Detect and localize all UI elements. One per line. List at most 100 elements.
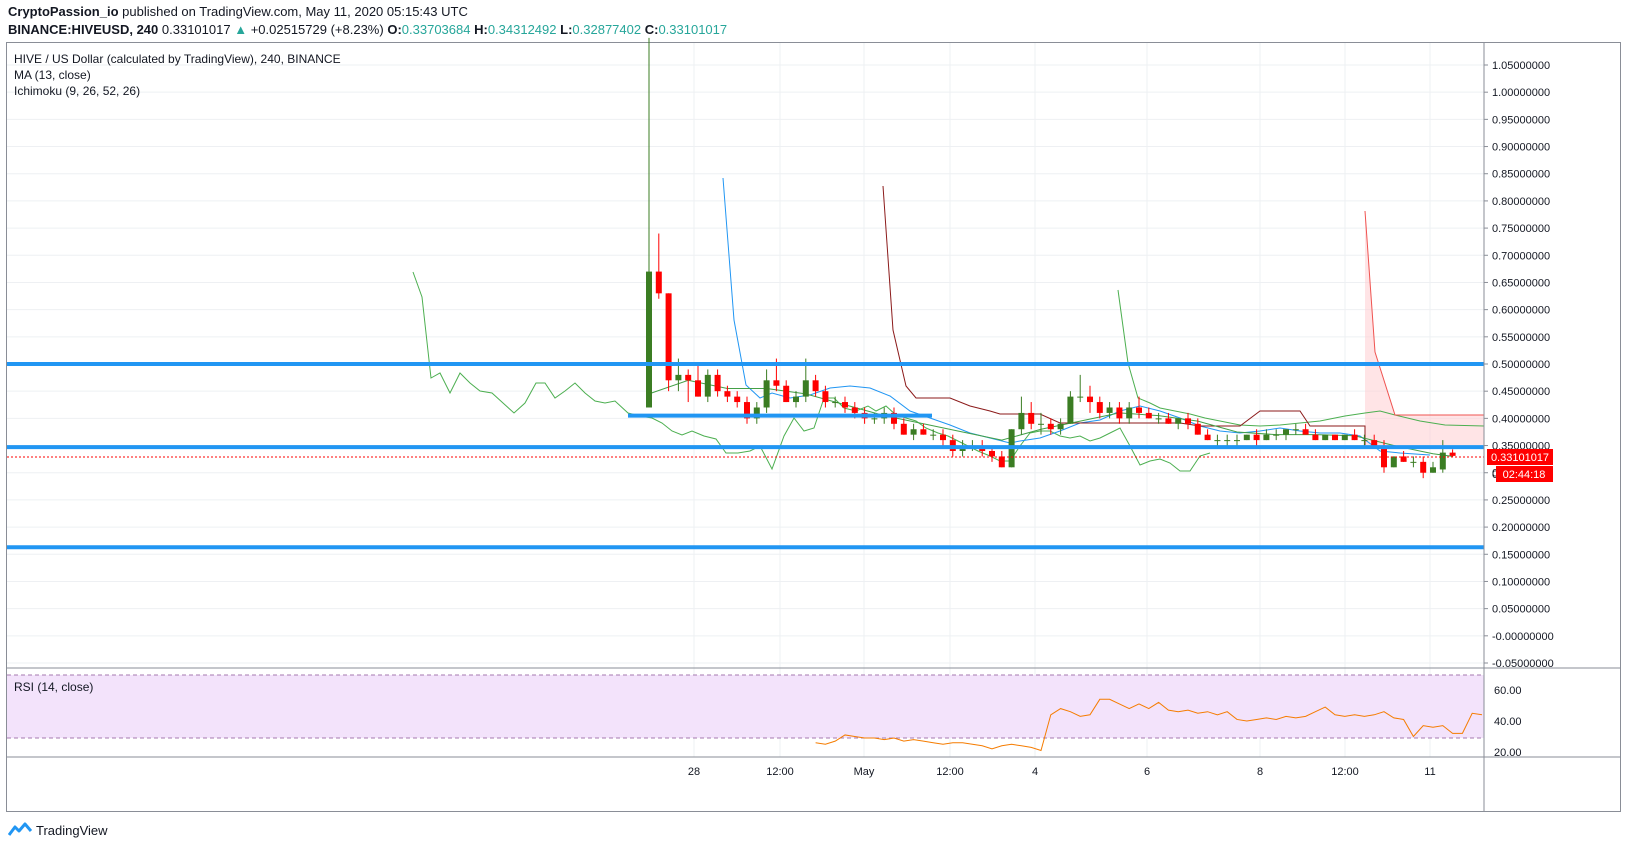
candle-body [1204,434,1211,441]
candle-body [646,271,652,408]
candles [646,37,1456,479]
candle-body [1214,440,1221,442]
candle-body [1439,452,1446,470]
candle-body [1332,434,1338,441]
price-tick-label: 1.00000000 [1492,87,1550,99]
tradingview-logo-icon [8,822,32,836]
footer-brand[interactable]: TradingView [8,822,108,838]
high-value: 0.34312492 [487,22,557,37]
time-tick-label: May [854,766,875,778]
candle-body [940,434,946,441]
candle-body [910,429,917,435]
close-value: 0.33101017 [658,22,728,37]
legend-rsi: RSI (14, close) [14,680,93,694]
price-tick-label: 0.10000000 [1492,576,1550,588]
ichimoku-senkou-b-line [1364,210,1484,416]
up-arrow-icon: ▲ [234,22,248,37]
candle-body [1283,429,1289,435]
time-axis: 28 12:00 May 12:00 4 6 8 12:00 11 [688,766,1436,778]
countdown-tag-text: 02:44:18 [1503,469,1546,481]
candle-body [753,407,760,419]
candle-body [851,407,858,413]
candle-body [1018,412,1025,430]
candle-body [1126,407,1133,419]
price-tick-label: 0.70000000 [1492,250,1550,262]
ichimoku-cloud [1365,211,1484,445]
time-tick-label: 8 [1257,766,1263,778]
candle-body [1057,423,1064,430]
candle-body [773,380,780,386]
candle-body [1449,452,1456,456]
published-text: published on TradingView.com, May 11, 20… [122,4,468,19]
candle-body [1194,423,1201,435]
price-tick-label: 0.45000000 [1492,386,1550,398]
price-tick-label: -0.05000000 [1492,658,1554,670]
candle-body [1400,456,1407,462]
candle-body [1263,434,1270,441]
candle-body [714,374,721,392]
price-change: +0.02515729 (+8.23%) [250,22,384,37]
candle-body [665,293,672,381]
candle-body [1243,434,1250,441]
candle-body [1234,440,1240,442]
candle-body [655,271,662,294]
price-tick-label: 0.40000000 [1492,413,1550,425]
time-tick-label: 28 [688,766,700,778]
rsi-axis: 60.00 40.00 20.00 [1494,685,1522,759]
price-tick-label: 0.50000000 [1492,359,1550,371]
open-label: O: [387,22,402,37]
candle-body [1165,418,1172,424]
candle-body [793,396,799,403]
chart-frame[interactable] [6,42,1621,812]
candle-body [1312,434,1319,441]
candle-body [1087,396,1093,403]
candle-body [734,396,741,403]
candle-body [1155,418,1162,420]
candle-body [891,412,897,424]
legend-title: HIVE / US Dollar (calculated by TradingV… [14,52,341,66]
high-label: H: [474,22,488,37]
candle-body [900,423,907,435]
ichimoku-leading-line [1117,289,1485,427]
rsi-tick-label: 60.00 [1494,685,1522,697]
candle-body [832,402,839,404]
candle-body [802,380,809,397]
candle-body [1322,434,1329,441]
price-axis: 1.05000000 1.00000000 0.95000000 0.90000000… [1484,60,1554,670]
price-tick-label: 0.85000000 [1492,169,1550,181]
current-price-tag [1487,449,1553,465]
candle-body [1175,418,1182,424]
rsi-tick-label: 40.00 [1494,716,1522,728]
last-price: 0.33101017 [161,22,231,37]
footer-brand-label: TradingView [36,822,108,838]
ichimoku-tenkan-line [722,177,1431,456]
candle-body [1185,418,1191,424]
current-price-tag-text: 0.33101017 [1491,452,1549,464]
candle-body [930,434,937,436]
candle-body [1341,434,1348,441]
candle-body [842,402,848,408]
candle-body [724,391,731,397]
rsi-line [815,698,1483,752]
price-tick-label: 0.95000000 [1492,114,1550,126]
candle-body [704,374,711,397]
indicator-lines [412,177,1485,752]
symbol-header: BINANCE:HIVEUSD, 240 0.33101017 ▲ +0.025… [8,22,727,37]
candle-body [998,456,1005,468]
candle-body [1028,412,1035,424]
time-tick-label: 12:00 [936,766,964,778]
price-tick-label: 0.25000000 [1492,495,1550,507]
legend-ma: MA (13, close) [14,68,91,82]
candle-body [989,450,995,457]
publisher-name[interactable]: CryptoPassion_io [8,4,119,19]
candle-body [783,385,790,403]
symbol-label: BINANCE:HIVEUSD, 240 [8,22,159,37]
price-tick-label: -0.00000000 [1492,631,1554,643]
close-label: C: [644,22,659,37]
low-value: 0.32877402 [572,22,642,37]
candle-body [822,391,829,403]
candle-body [812,380,819,392]
time-tick-label: 12:00 [766,766,794,778]
candle-body [1410,461,1417,463]
